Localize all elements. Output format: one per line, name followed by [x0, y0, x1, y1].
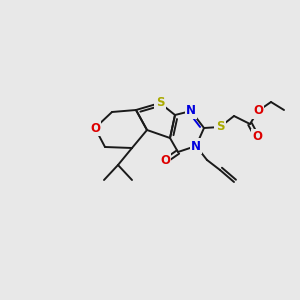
Text: O: O: [253, 104, 263, 118]
Text: N: N: [186, 104, 196, 118]
Text: S: S: [156, 97, 164, 110]
Text: O: O: [160, 154, 170, 167]
Text: O: O: [252, 130, 262, 143]
Text: O: O: [90, 122, 100, 134]
Text: S: S: [216, 121, 224, 134]
Text: N: N: [191, 140, 201, 152]
